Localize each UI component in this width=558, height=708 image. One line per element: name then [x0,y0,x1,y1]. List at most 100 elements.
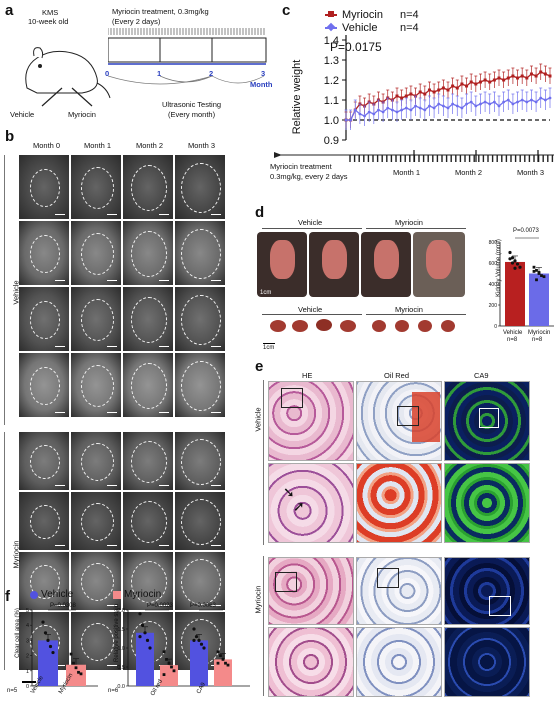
data-point [502,78,506,82]
col-month0: Month 0 [33,141,61,150]
treatment-text: Myriocin treatment, 0.3mg/kg [112,7,209,16]
data-point [400,108,404,112]
data-point [474,104,478,108]
scale-d: 1cm [260,290,272,296]
y-tick-label: 0 [26,684,29,690]
legend-vehicle-f: Vehicle [41,589,74,600]
pvalue-ca9: P=0.0063 [190,603,216,609]
n-f1: n=5 [7,688,18,694]
histology-he-vehicle [268,381,354,461]
data-point [172,669,176,673]
data-point [390,108,394,112]
data-point [532,270,536,273]
clear-cell-chart: 0 1 2 3 4 5 [26,608,98,690]
data-point [409,108,413,112]
data-point [478,80,482,84]
data-point [516,76,520,80]
data-point [479,102,482,106]
data-point [465,84,469,88]
data-point [349,118,353,122]
data-point [145,638,150,642]
data-point [138,635,142,639]
treatment-line2: 0.3mg/kg, every 2 days [270,172,348,181]
data-point [488,102,492,106]
legend-vehicle-n: n=4 [400,22,419,34]
data-point [197,638,201,642]
data-point [525,100,529,104]
histology-ca9-vehicle-zoom [444,463,530,543]
data-point [534,100,538,104]
data-point [535,268,538,272]
data-point [510,256,515,260]
data-point [513,266,517,270]
data-point [446,106,450,110]
data-point [386,106,390,110]
data-point [224,661,227,665]
data-point [483,100,487,104]
bar [190,640,208,686]
data-point [51,650,55,655]
bar [136,632,154,686]
n-vehicle-d: n=8 [507,337,518,343]
y-tick-label: 0.9 [324,135,339,147]
ultrasound-image [175,432,225,490]
ultrasound-image [175,492,225,550]
ultrasound-image [175,287,225,351]
data-point [395,110,399,114]
col-month2: Month 2 [136,141,164,150]
y-tick-label: 2 [26,654,29,660]
kidney-photo [340,320,356,332]
panel-label-b: b [5,128,15,145]
kidney-photo [395,320,409,332]
data-point [520,74,524,78]
panel-label-d: d [255,204,265,221]
ultrasound-image [123,432,173,490]
data-point [41,620,45,624]
ultrasound-image [19,287,69,351]
vehicle-kidney: Vehicle [298,305,323,314]
data-point [460,106,464,110]
ultrasound-image [123,492,173,550]
data-point [483,78,487,82]
ultrasound-image [19,432,69,490]
data-point [548,74,552,78]
data-point [532,265,536,269]
data-point [432,106,436,110]
ultrasound-image [123,155,173,219]
data-point [46,638,50,642]
data-point [423,92,427,96]
myriocin-d: Myriocin [395,218,423,227]
data-point [508,250,512,255]
testing-frequency: (Every month) [168,110,216,119]
col-oilred: Oil Red [384,371,410,380]
data-point [492,78,496,82]
data-point [537,271,541,274]
data-point [404,106,408,110]
bar [529,273,549,326]
group-vehicle-e: Vehicle [253,407,263,432]
data-point [202,646,206,650]
positive-stain-chart: 0.0 0.5 1.0 1.5 2.0 [117,608,250,690]
ultrasound-image [175,155,225,219]
data-point [167,661,171,665]
y-tick-label: 1.5 [117,627,125,633]
ultrasound-image [19,492,69,550]
branch-myriocin: Myriocin [68,110,96,119]
data-point [48,644,53,649]
histology-ca9-myriocin-zoom [444,627,530,697]
mouse-photo [361,232,411,297]
data-point [221,658,225,661]
data-point [543,72,547,76]
kidney-photo [270,320,286,332]
ultrasound-image [71,353,121,417]
col-he: HE [302,371,313,380]
month-label: Month [250,80,273,89]
data-point [138,612,142,616]
data-point [506,98,510,102]
pvalue-oilred: P=0.0023 [147,603,173,609]
histology-oilred-vehicle-zoom [356,463,442,543]
data-point [432,90,436,94]
mouse-photo [413,232,465,297]
data-point [511,102,515,106]
data-point [79,672,83,676]
